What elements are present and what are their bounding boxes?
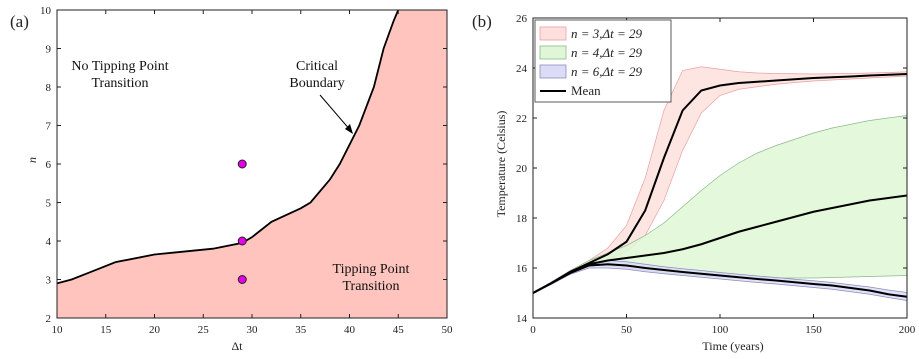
critical-label-line2: Boundary [289, 76, 344, 91]
x-tick-label: 45 [393, 324, 405, 336]
tipping-label-line1: Tipping Point [333, 262, 410, 277]
x-tick-label: 50 [442, 324, 454, 336]
panel-b-x-ticks: 0 50 100 150 200 [530, 18, 916, 336]
y-tick-label: 22 [516, 113, 527, 125]
series-mean-line [532, 194, 908, 294]
legend-swatch [539, 45, 567, 60]
y-tick-label: 26 [516, 13, 528, 25]
no-tipping-label-line2: Transition [91, 76, 148, 91]
critical-arrow-head [345, 124, 353, 134]
series-band [533, 66, 907, 293]
y-tick-label: 14 [516, 313, 528, 325]
y-tick-label: 3 [46, 275, 52, 287]
x-tick-label: 200 [899, 324, 916, 336]
x-tick-label: 10 [52, 324, 64, 336]
series-mean-line [532, 263, 908, 298]
panel-b-y-ticks: 14 16 18 20 22 24 26 [516, 13, 907, 325]
legend-entry-label: n = 6,Δt = 29 [571, 64, 643, 79]
x-tick-label: 40 [344, 324, 356, 336]
tipping-region [57, 10, 447, 318]
panel-b-label: (b) [472, 12, 492, 31]
panel-a-label: (a) [10, 12, 29, 31]
series-mean-line [532, 73, 908, 294]
tipping-label-line2: Transition [342, 279, 399, 294]
y-tick-label: 9 [46, 44, 52, 56]
simulation-point [237, 275, 247, 284]
x-tick-label: 25 [198, 324, 210, 336]
x-tick-label: 30 [247, 324, 259, 336]
simulation-point [237, 236, 247, 246]
legend-mean-label: Mean [571, 83, 601, 98]
panel-a-y-axis-label: n [25, 157, 39, 163]
y-tick-label: 24 [516, 63, 528, 75]
legend-entry-label: n = 3,Δt = 29 [571, 26, 643, 41]
simulation-point [237, 159, 247, 169]
x-tick-label: 100 [712, 324, 729, 336]
panel-a-x-axis-label: Δt [231, 339, 243, 353]
panel-b-plot [532, 17, 908, 319]
legend-entry-label: n = 4,Δt = 29 [571, 45, 643, 60]
y-tick-label: 20 [516, 163, 528, 175]
panel-b-x-axis-label: Time (years) [702, 339, 763, 353]
x-tick-label: 20 [149, 324, 161, 336]
panel-b: (b) 0 50 100 150 200 14 16 18 20 22 24 26 Time (ye… [472, 12, 916, 353]
y-tick-label: 2 [46, 313, 52, 325]
critical-label-line1: Critical [296, 59, 338, 74]
y-tick-label: 10 [40, 5, 52, 17]
no-tipping-label-line1: No Tipping Point [71, 59, 168, 74]
series-band-lower-edge [532, 267, 908, 301]
y-tick-label: 7 [46, 121, 52, 133]
panel-a-y-ticks: 2 3 4 5 6 7 8 9 10 [40, 5, 447, 325]
x-tick-label: 15 [100, 324, 112, 336]
series-band-upper-edge [532, 115, 908, 294]
y-tick-label: 4 [46, 236, 52, 248]
critical-arrow-line [319, 94, 352, 132]
legend-swatch [539, 26, 567, 41]
panel-a: (a) No Tipping Point Transition Critical… [10, 5, 453, 353]
x-tick-label: 35 [295, 324, 307, 336]
critical-boundary-line [56, 9, 400, 285]
panel-b-y-axis-label: Temperature (Celsius) [494, 111, 508, 218]
series-band [533, 115, 907, 293]
y-tick-label: 16 [516, 263, 528, 275]
panel-a-x-ticks: 10 15 20 25 30 35 40 45 50 [52, 10, 454, 336]
y-tick-label: 8 [46, 82, 52, 94]
y-tick-label: 5 [46, 198, 52, 210]
y-tick-label: 6 [46, 159, 52, 171]
series-band-upper-edge [532, 66, 908, 294]
x-tick-label: 50 [621, 324, 633, 336]
x-tick-label: 150 [805, 324, 822, 336]
legend-swatch [539, 64, 567, 79]
y-tick-label: 18 [516, 213, 528, 225]
panel-b-legend: n = 3,Δt = 29 n = 4,Δt = 29 n = 6,Δt = 29 M… [534, 19, 672, 103]
x-tick-label: 0 [530, 324, 536, 336]
